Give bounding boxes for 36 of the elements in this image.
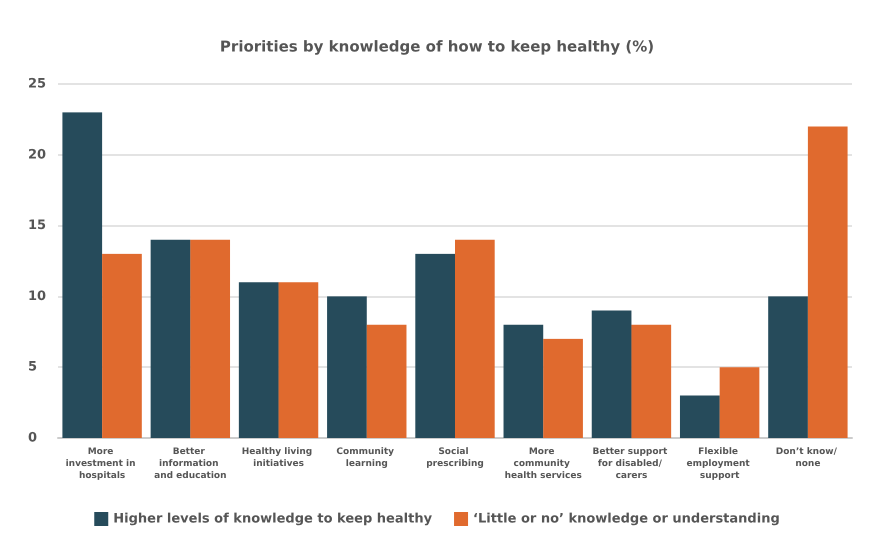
- bar: [327, 296, 367, 438]
- x-tick-label: Don’t know/ none: [776, 447, 840, 469]
- bar: [504, 324, 544, 438]
- bar: [278, 282, 318, 438]
- bar: [680, 396, 720, 438]
- y-tick-label: 0: [28, 430, 38, 446]
- bar: [543, 338, 583, 438]
- x-tick-label: More investment in hospitals: [66, 447, 139, 481]
- bar: [768, 296, 808, 438]
- y-tick-label: 15: [28, 218, 46, 234]
- bar: [720, 367, 760, 438]
- x-tick-label: Flexible employment support: [686, 447, 753, 481]
- y-tick-label: 10: [28, 288, 46, 304]
- chart-title: Priorities by knowledge of how to keep healthy (%): [220, 38, 654, 56]
- legend-label: Higher levels of knowledge to keep healthy: [113, 512, 433, 526]
- bar: [366, 324, 406, 438]
- x-tick-label: Better support for disabled/ carers: [592, 447, 670, 481]
- bar: [631, 324, 672, 438]
- legend-label: ‘Little or no’ knowledge or understanding: [473, 512, 780, 526]
- bar: [455, 240, 495, 438]
- y-tick-label: 5: [28, 360, 38, 375]
- x-tick-label: Social prescribing: [426, 447, 484, 469]
- bar: [190, 240, 230, 438]
- x-tick-label: Healthy living initiatives: [242, 447, 316, 469]
- bar: [62, 112, 102, 438]
- x-tick-label: Better information and education: [154, 447, 227, 481]
- bar: [808, 126, 848, 438]
- y-tick-label: 20: [28, 147, 46, 162]
- bar: [592, 310, 632, 438]
- bar: [150, 240, 190, 438]
- bar: [102, 254, 142, 438]
- bar: [238, 282, 279, 438]
- x-tick-label: More community health services: [504, 447, 582, 481]
- x-tick-label: Community learning: [336, 447, 398, 469]
- y-tick-label: 25: [28, 76, 46, 92]
- bar: [415, 254, 455, 438]
